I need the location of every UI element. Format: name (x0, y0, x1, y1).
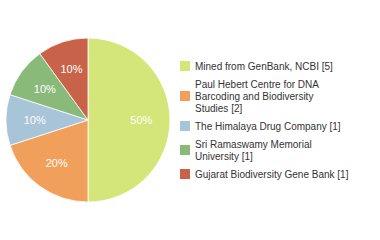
legend-swatch (180, 61, 190, 71)
data-label: 10% (61, 63, 83, 75)
data-label: 10% (24, 114, 46, 126)
legend-entry: The Himalaya Drug Company [1] (195, 121, 341, 132)
legend-entry: Mined from GenBank, NCBI [5] (195, 61, 333, 72)
chart: 50% 20% 10% 10% 10% Mined from GenBank, NCBI … (0, 0, 380, 240)
chart-container: 50% 20% 10% 10% 10% Mined from GenBank, NCBI … (0, 0, 380, 240)
data-label: 10% (34, 83, 56, 95)
slices (6, 38, 170, 202)
legend-swatch (180, 145, 190, 155)
pie-slice (40, 38, 88, 120)
legend-swatch (180, 169, 190, 179)
legend-swatch (180, 121, 190, 131)
legend-swatch (180, 91, 190, 101)
data-label: 20% (46, 157, 68, 169)
legend-entry: Gujarat Biodiversity Gene Bank [1] (195, 169, 349, 180)
data-label: 50% (130, 114, 152, 126)
legend-entry: Paul Hebert Centre for DNABarcoding and … (195, 79, 319, 114)
legend-entry: Sri Ramaswamy MemorialUniversity [1] (195, 139, 312, 162)
data-labels: 50% 20% 10% 10% 10% (24, 63, 153, 169)
pie-slice (88, 38, 170, 202)
legend: Mined from GenBank, NCBI [5] Paul Hebert … (180, 61, 349, 180)
